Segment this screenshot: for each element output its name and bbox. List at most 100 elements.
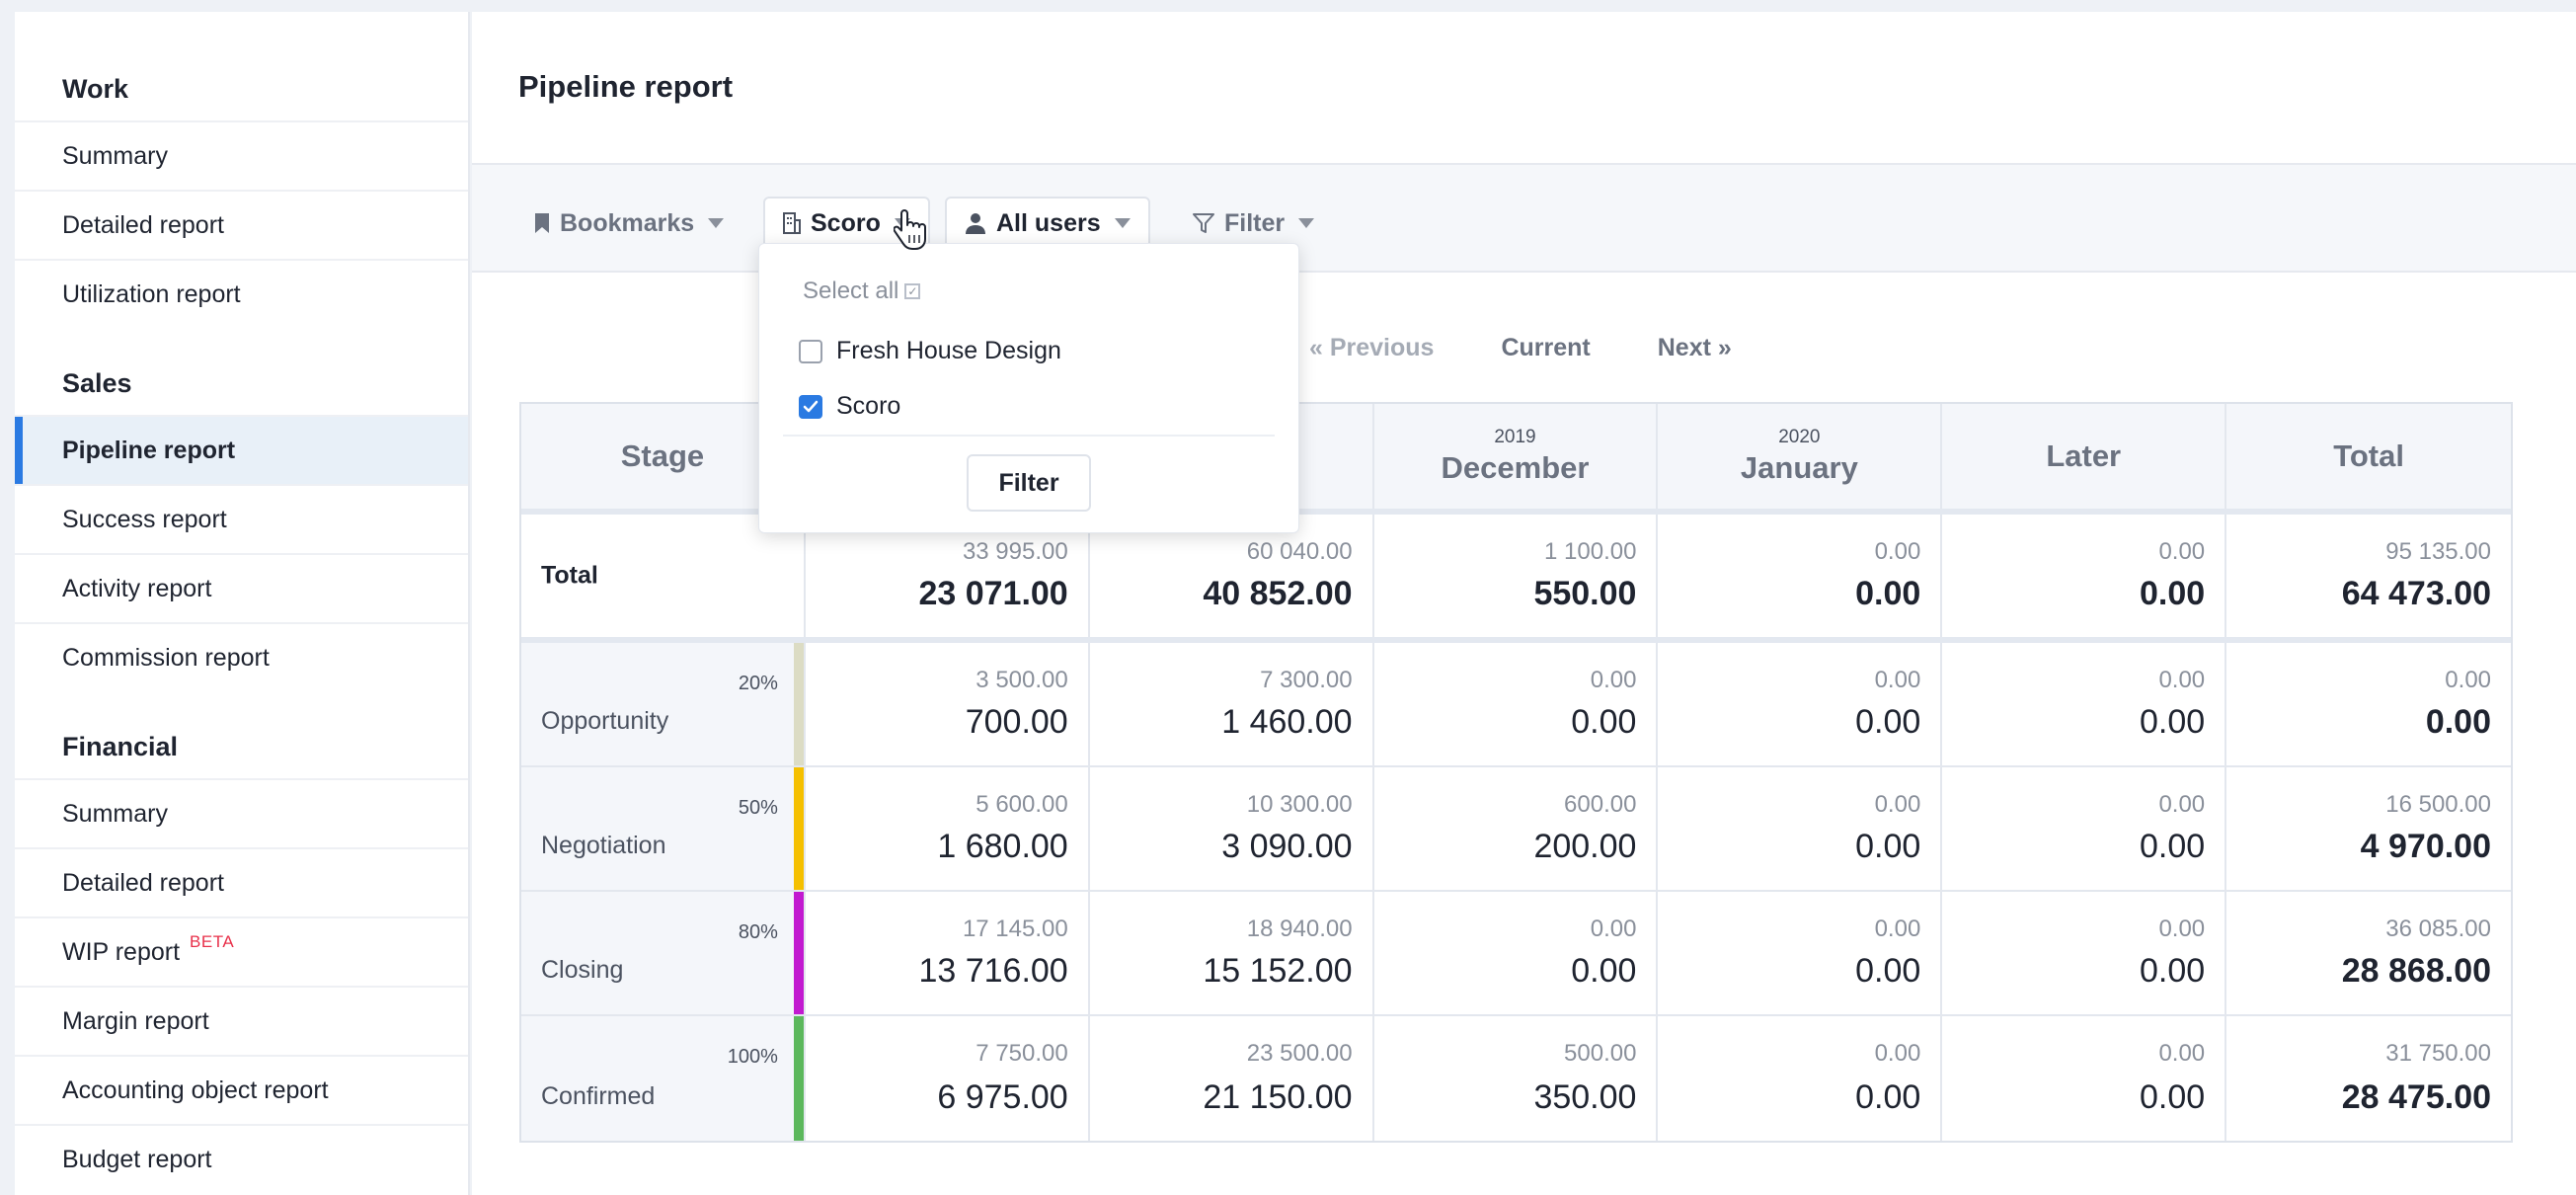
value-cell: 0.00 0.00	[1658, 1016, 1943, 1141]
value-gross: 33 995.00	[962, 538, 1068, 565]
value-gross: 0.00	[2158, 538, 2206, 565]
column-header-label: January	[1740, 450, 1858, 485]
stage-color-bar	[793, 767, 804, 890]
sidebar-item-success-report[interactable]: Success report	[15, 484, 468, 553]
sidebar-item-margin-report[interactable]: Margin report	[15, 986, 468, 1055]
filter-button[interactable]: Filter	[1175, 197, 1332, 250]
value-gross: 60 040.00	[1246, 538, 1353, 565]
stage-name: Negotiation	[541, 832, 666, 859]
stage-color-bar	[793, 1016, 804, 1141]
users-selector-button[interactable]: All users	[945, 197, 1150, 250]
checkbox-checked[interactable]	[799, 394, 822, 419]
option-label: Fresh House Design	[836, 337, 1061, 364]
sidebar-item-work-summary[interactable]: Summary	[15, 120, 468, 190]
value-cell: 0.00 0.00	[1658, 767, 1943, 890]
users-selector-label: All users	[996, 208, 1101, 237]
value-cell: 17 145.00 13 716.00	[806, 892, 1090, 1014]
value-weighted: 0.00	[1571, 703, 1637, 741]
stage-probability: 50%	[738, 797, 778, 819]
value-gross: 0.00	[1874, 538, 1921, 565]
value-cell: 0.00 0.00	[1658, 892, 1943, 1014]
value-gross: 500.00	[1564, 1040, 1637, 1067]
value-weighted: 40 852.00	[1203, 575, 1353, 612]
current-link[interactable]: Current	[1501, 334, 1591, 361]
column-header	[1090, 404, 1374, 509]
select-all-option[interactable]: Select all ✓	[803, 278, 921, 305]
value-weighted: 28 475.00	[2341, 1078, 2492, 1116]
stage-color-bar	[793, 892, 804, 1014]
column-header-year: 2020	[1778, 427, 1821, 447]
value-gross: 0.00	[1590, 667, 1637, 693]
stage-probability: 100%	[727, 1046, 778, 1068]
value-weighted: 0.00	[1855, 703, 1921, 741]
value-weighted: 700.00	[965, 703, 1068, 741]
hand-pointer-cursor-icon	[893, 207, 927, 256]
sidebar-item-commission-report[interactable]: Commission report	[15, 622, 468, 691]
sidebar-item-wip-report[interactable]: WIP report BETA	[15, 916, 468, 986]
value-weighted: 350.00	[1533, 1078, 1637, 1116]
next-link[interactable]: Next »	[1657, 334, 1732, 361]
value-cell: 23 500.00 21 150.00	[1090, 1016, 1374, 1141]
sidebar-item-work-detailed-report[interactable]: Detailed report	[15, 190, 468, 259]
value-cell: 0.00 0.00	[1374, 643, 1659, 765]
column-header-total: Total	[2226, 404, 2511, 509]
sidebar-item-financial-detailed-report[interactable]: Detailed report	[15, 847, 468, 916]
value-gross: 95 135.00	[2385, 538, 2492, 565]
select-all-checkbox[interactable]: ✓	[904, 283, 921, 299]
stage-name: Closing	[541, 956, 624, 984]
value-gross: 36 085.00	[2385, 916, 2492, 942]
value-weighted: 0.00	[2139, 828, 2206, 865]
stage-name: Confirmed	[541, 1082, 656, 1110]
sidebar-item-activity-report[interactable]: Activity report	[15, 553, 468, 622]
value-weighted: 23 071.00	[918, 575, 1068, 612]
bookmarks-button[interactable]: Bookmarks	[516, 197, 742, 250]
value-cell: 18 940.00 15 152.00	[1090, 892, 1374, 1014]
value-cell: 7 750.00 6 975.00	[806, 1016, 1090, 1141]
sidebar-item-utilization-report[interactable]: Utilization report	[15, 259, 468, 328]
value-gross: 10 300.00	[1246, 791, 1353, 818]
stage-cell: 100% Confirmed	[521, 1016, 806, 1141]
chevron-down-icon	[1298, 218, 1315, 228]
value-gross: 0.00	[2158, 916, 2206, 942]
value-weighted: 64 473.00	[2341, 575, 2492, 612]
previous-link[interactable]: « Previous	[1309, 334, 1435, 361]
funnel-icon	[1193, 212, 1214, 234]
sidebar: Work Summary Detailed report Utilization…	[15, 12, 470, 1195]
value-gross: 0.00	[1874, 1040, 1921, 1067]
option-scoro[interactable]: Scoro	[799, 392, 900, 421]
sidebar-item-accounting-object-report[interactable]: Accounting object report	[15, 1055, 468, 1124]
value-gross: 0.00	[1874, 791, 1921, 818]
value-cell: 600.00 200.00	[1374, 767, 1659, 890]
column-header-january: 2020 January	[1658, 404, 1943, 509]
apply-filter-button[interactable]: Filter	[967, 454, 1091, 512]
sidebar-item-budget-report[interactable]: Budget report	[15, 1124, 468, 1193]
value-gross: 3 500.00	[976, 667, 1068, 693]
beta-badge: BETA	[190, 932, 235, 951]
option-fresh-house-design[interactable]: Fresh House Design	[799, 337, 1061, 365]
sidebar-item-financial-summary[interactable]: Summary	[15, 778, 468, 847]
bookmarks-label: Bookmarks	[560, 208, 695, 237]
select-all-label: Select all	[803, 278, 899, 304]
column-header-label: Total	[2333, 438, 2404, 473]
value-gross: 0.00	[1874, 667, 1921, 693]
value-gross: 31 750.00	[2385, 1040, 2492, 1067]
column-header-label: December	[1441, 450, 1590, 485]
value-cell: 0.00 0.00	[1658, 515, 1943, 637]
total-row-label: Total	[541, 561, 598, 590]
value-gross: 0.00	[2158, 667, 2206, 693]
value-gross: 0.00	[1874, 916, 1921, 942]
main-content: Pipeline report Bookmarks Scoro All user…	[472, 12, 2576, 1195]
divider	[783, 435, 1275, 437]
checkbox[interactable]	[799, 339, 822, 363]
value-weighted: 550.00	[1533, 575, 1637, 612]
filter-label: Filter	[1224, 208, 1286, 237]
value-cell: 0.00 0.00	[1942, 892, 2227, 1014]
value-weighted: 0.00	[1855, 575, 1921, 612]
value-weighted: 21 150.00	[1203, 1078, 1353, 1116]
pager: « Previous Current Next »	[1309, 334, 1799, 362]
stage-cell: 20% Opportunity	[521, 643, 806, 765]
value-weighted: 0.00	[1855, 828, 1921, 865]
section-title-financial: Financial	[62, 732, 179, 761]
company-selector-label: Scoro	[811, 208, 881, 237]
sidebar-item-pipeline-report[interactable]: Pipeline report	[15, 415, 468, 484]
